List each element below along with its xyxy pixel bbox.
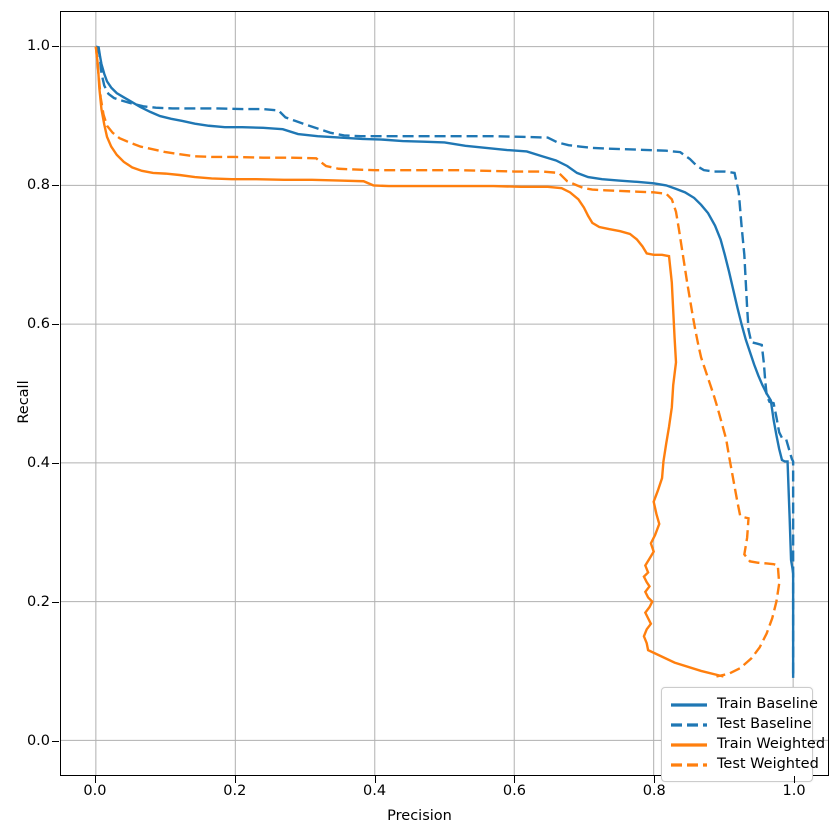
legend-label: Train Weighted xyxy=(717,735,826,752)
x-tick-label: 0.8 xyxy=(642,783,666,799)
legend-swatch-icon xyxy=(670,757,708,771)
y-tick-label: 1.0 xyxy=(26,37,50,54)
y-tick-label: 0.6 xyxy=(26,315,50,332)
y-tick-mark xyxy=(52,741,59,743)
legend-item-train-weighted[interactable]: Train Weighted xyxy=(670,734,825,754)
y-tick-mark xyxy=(52,463,59,465)
x-tick-mark xyxy=(514,776,516,783)
legend-item-train-baseline[interactable]: Train Baseline xyxy=(670,694,818,714)
legend-swatch-icon xyxy=(670,717,708,731)
y-tick-mark xyxy=(52,184,59,186)
series-line-test-weighted xyxy=(96,47,779,677)
y-tick-label: 0.4 xyxy=(26,455,50,472)
x-tick-mark xyxy=(794,776,796,783)
series-line-train-weighted xyxy=(96,47,724,677)
series-line-train-baseline xyxy=(96,47,793,678)
y-tick-label: 0.8 xyxy=(26,176,50,193)
x-tick-label: 0.6 xyxy=(502,783,526,799)
y-tick-label: 0.0 xyxy=(26,733,50,750)
legend-label: Train Baseline xyxy=(717,695,818,712)
series-lines xyxy=(96,47,793,678)
y-axis-label: Recall xyxy=(16,380,32,424)
series-line-test-baseline xyxy=(96,47,793,678)
x-tick-label: 1.0 xyxy=(782,783,806,799)
y-tick-mark xyxy=(52,45,59,47)
x-tick-mark xyxy=(654,776,656,783)
x-tick-mark xyxy=(94,776,96,783)
y-tick-mark xyxy=(52,323,59,325)
legend-swatch-icon xyxy=(670,737,708,751)
y-axis-tick-labels: 0.0 0.2 0.4 0.6 0.8 1.0 xyxy=(0,0,50,833)
legend-swatch-icon xyxy=(670,697,708,711)
x-tick-label: 0.0 xyxy=(83,783,107,799)
legend-item-test-baseline[interactable]: Test Baseline xyxy=(670,714,812,734)
y-tick-label: 0.2 xyxy=(26,594,50,611)
legend-label: Test Weighted xyxy=(717,755,819,772)
x-tick-mark xyxy=(374,776,376,783)
y-tick-mark xyxy=(52,602,59,604)
x-tick-mark xyxy=(234,776,236,783)
x-axis-tick-labels: 0.0 0.2 0.4 0.6 0.8 1.0 xyxy=(0,783,839,808)
plot-svg xyxy=(61,12,828,775)
x-tick-label: 0.2 xyxy=(223,783,247,799)
plot-area xyxy=(60,11,829,776)
x-axis-label: Precision xyxy=(387,808,452,824)
legend-item-test-weighted[interactable]: Test Weighted xyxy=(670,754,819,774)
x-tick-label: 0.4 xyxy=(363,783,387,799)
legend-label: Test Baseline xyxy=(717,715,812,732)
chart-legend[interactable]: Train Baseline Test Baseline Train Weighte… xyxy=(661,687,825,782)
gridlines xyxy=(61,12,828,775)
